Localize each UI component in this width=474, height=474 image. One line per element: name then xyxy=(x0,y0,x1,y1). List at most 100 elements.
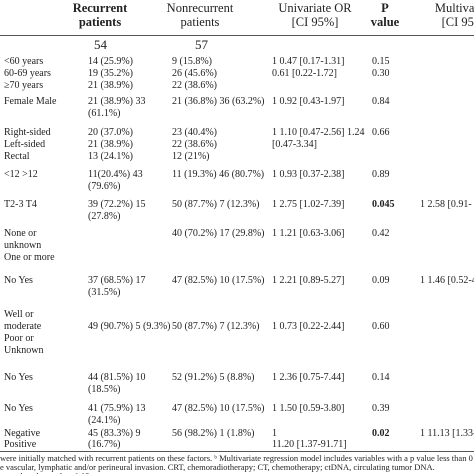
cell-p: 0.84 xyxy=(372,96,390,107)
cell-nonrecurrent: 47 (82.5%) 10 (17.5%) xyxy=(172,275,265,286)
cell-recurrent: 44 (81.5%) 10 xyxy=(88,372,146,383)
column-header: Univariate OR xyxy=(278,1,352,15)
cell-nonrecurrent: 11 (19.3%) 46 (80.7%) xyxy=(172,169,265,180)
cell-label: T2-3 T4 xyxy=(4,199,37,210)
cell-label: Left-sided xyxy=(4,139,46,150)
cell-univariate: 1 0.92 [0.43-1.97] xyxy=(272,96,345,107)
cell-p: 0.66 xyxy=(372,127,390,138)
cell-nonrecurrent: 40 (70.2%) 17 (29.8%) xyxy=(172,228,265,239)
cell-recurrent: (79.6%) xyxy=(88,181,121,192)
cell-label: <12 >12 xyxy=(4,169,38,180)
cell-label: Poor or xyxy=(4,333,34,344)
cell-recurrent: 39 (72.2%) 15 xyxy=(88,199,146,210)
cell-univariate: 1 2.75 [1.02-7.39] xyxy=(272,199,345,210)
cell-p: 0.02 xyxy=(372,428,390,439)
footnote: were initially matched with recurrent pa… xyxy=(0,453,473,463)
cell-recurrent: 21 (38.9%) 33 xyxy=(88,96,146,107)
header-rule xyxy=(0,35,474,36)
column-header: Nonrecurrent xyxy=(166,1,234,15)
cell-nonrecurrent: 9 (15.8%) xyxy=(172,56,212,67)
cell-nonrecurrent: 56 (98.2%) 1 (1.8%) xyxy=(172,428,255,439)
cell-univariate: 1 2.36 [0.75-7.44] xyxy=(272,372,345,383)
cell-nonrecurrent: 21 (36.8%) 36 (63.2%) xyxy=(172,96,265,107)
cell-nonrecurrent: 26 (45.6%) xyxy=(172,68,217,79)
cell-label: One or more xyxy=(4,252,55,263)
cell-recurrent: 45 (83.3%) 9 xyxy=(88,428,141,439)
cell-label: <60 years xyxy=(4,56,44,67)
cell-recurrent: (18.5%) xyxy=(88,384,121,395)
cell-label: No Yes xyxy=(4,275,33,286)
cell-recurrent: 37 (68.5%) 17 xyxy=(88,275,146,286)
column-header: patients xyxy=(78,15,122,29)
cell-recurrent: 13 (24.1%) xyxy=(88,151,133,162)
cell-univariate: 1 1.50 [0.59-3.80] xyxy=(272,403,345,414)
cell-nonrecurrent: 22 (38.6%) xyxy=(172,139,217,150)
cell-label: None or xyxy=(4,228,37,239)
cell-p: 0.14 xyxy=(372,372,390,383)
cell-univariate: 1 2.21 [0.89-5.27] xyxy=(272,275,345,286)
cell-recurrent: (16.7%) xyxy=(88,439,121,450)
cell-p: 0.30 xyxy=(372,68,390,79)
footer-rule xyxy=(0,451,474,452)
footnote: p values lower than 0.05. xyxy=(6,472,91,474)
cell-label: Well or xyxy=(4,309,34,320)
cell-label: Negative xyxy=(4,428,41,439)
cell-univariate: [0.47-3.34] xyxy=(272,139,317,150)
cell-p: 0.09 xyxy=(372,275,390,286)
cell-p: 0.42 xyxy=(372,228,390,239)
cell-recurrent: 11(20.4%) 43 xyxy=(88,169,143,180)
cell-univariate: 1 0.47 [0.17-1.31] xyxy=(272,56,345,67)
cell-recurrent: 21 (38.9%) xyxy=(88,139,133,150)
cell-recurrent: 19 (35.2%) xyxy=(88,68,133,79)
cell-nonrecurrent: 22 (38.6%) xyxy=(172,80,217,91)
cell-recurrent: (24.1%) xyxy=(88,415,121,426)
cell-label: No Yes xyxy=(4,372,33,383)
cell-recurrent: 20 (37.0%) xyxy=(88,127,133,138)
cell-recurrent: (31.5%) xyxy=(88,287,121,298)
cell-p: 0.39 xyxy=(372,403,390,414)
cell-nonrecurrent: 47 (82.5%) 10 (17.5%) xyxy=(172,403,265,414)
cell-p: 0.89 xyxy=(372,169,390,180)
cell-label: unknown xyxy=(4,240,42,251)
cell-recurrent: (27.8%) xyxy=(88,211,121,222)
cell-label: moderate xyxy=(4,321,42,332)
cell-multivariate: 1 2.58 [0.91- xyxy=(420,199,472,210)
cell-univariate: 1 0.93 [0.37-2.38] xyxy=(272,169,345,180)
column-header: Recurrent xyxy=(72,1,128,15)
column-header: value xyxy=(370,15,400,29)
cell-univariate: 1 1.21 [0.63-3.06] xyxy=(272,228,345,239)
cell-multivariate: 1 11.13 [1.33- xyxy=(420,428,474,439)
cell-univariate: 11.20 [1.37-91.71] xyxy=(272,439,347,450)
cell-nonrecurrent: 52 (91.2%) 5 (8.8%) xyxy=(172,372,255,383)
cell-recurrent: 21 (38.9%) xyxy=(88,80,133,91)
cell-p: 0.15 xyxy=(372,56,390,67)
count: 54 xyxy=(94,37,107,52)
cell-recurrent: (61.1%) xyxy=(88,108,121,119)
column-header: Multivariat xyxy=(434,1,474,15)
cell-label: Right-sided xyxy=(4,127,51,138)
column-header: patients xyxy=(180,15,220,29)
cell-label: Female Male xyxy=(4,96,57,107)
cell-label: Positive xyxy=(4,439,37,450)
cell-recurrent: 49 (90.7%) 5 (9.3%) xyxy=(88,321,171,332)
column-header: [CI 95%] xyxy=(291,15,339,29)
cell-nonrecurrent: 12 (21%) xyxy=(172,151,210,162)
cell-nonrecurrent: 23 (40.4%) xyxy=(172,127,217,138)
cell-nonrecurrent: 50 (87.7%) 7 (12.3%) xyxy=(172,199,260,210)
count: 57 xyxy=(195,37,208,52)
cell-univariate: 0.61 [0.22-1.72] xyxy=(272,68,337,79)
column-header: P xyxy=(381,1,389,15)
cell-nonrecurrent: 50 (87.7%) 7 (12.3%) xyxy=(172,321,260,332)
cell-label: 60-69 years xyxy=(4,68,51,79)
cell-recurrent: 14 (25.9%) xyxy=(88,56,133,67)
cell-univariate: 1 1.10 [0.47-2.56] 1.24 xyxy=(272,127,365,138)
cell-multivariate: 1 1.46 [0.52-4. xyxy=(420,275,474,286)
cell-recurrent: 41 (75.9%) 13 xyxy=(88,403,146,414)
cell-label: No Yes xyxy=(4,403,33,414)
cell-univariate: 1 xyxy=(272,428,277,439)
column-header: [CI 95% xyxy=(441,15,474,29)
footnote: e vascular, lymphatic and/or perineural … xyxy=(0,462,435,472)
cell-label: Rectal xyxy=(4,151,30,162)
cell-p: 0.045 xyxy=(372,199,395,210)
